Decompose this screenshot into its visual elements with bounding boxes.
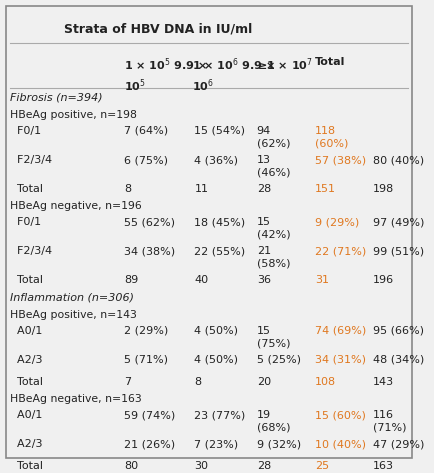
Text: 59 (74%): 59 (74%) <box>124 410 175 420</box>
Text: 25: 25 <box>315 461 329 471</box>
Text: Strata of HBV DNA in IU/ml: Strata of HBV DNA in IU/ml <box>64 22 252 35</box>
Text: F0/1: F0/1 <box>10 126 41 136</box>
Text: 99 (51%): 99 (51%) <box>373 246 424 256</box>
Text: Fibrosis (n=394): Fibrosis (n=394) <box>10 93 102 103</box>
Text: 116
(71%): 116 (71%) <box>373 410 407 432</box>
Text: 57 (38%): 57 (38%) <box>315 155 366 165</box>
Text: 9 (29%): 9 (29%) <box>315 217 359 228</box>
Text: 18 (45%): 18 (45%) <box>194 217 246 228</box>
Text: 15
(42%): 15 (42%) <box>257 217 290 240</box>
Text: 15
(75%): 15 (75%) <box>257 326 290 348</box>
Text: 20: 20 <box>257 377 271 387</box>
Text: 163: 163 <box>373 461 394 471</box>
Text: 28: 28 <box>257 184 271 194</box>
Text: 74 (69%): 74 (69%) <box>315 326 366 336</box>
Text: HBeAg positive, n=198: HBeAg positive, n=198 <box>10 110 137 120</box>
Text: 13
(46%): 13 (46%) <box>257 155 290 177</box>
Text: 1 × 10$^5$ 9.9 ×
10$^5$: 1 × 10$^5$ 9.9 × 10$^5$ <box>124 57 207 94</box>
Text: 95 (66%): 95 (66%) <box>373 326 424 336</box>
Text: 15 (60%): 15 (60%) <box>315 410 366 420</box>
Text: 143: 143 <box>373 377 394 387</box>
Text: 48 (34%): 48 (34%) <box>373 355 424 365</box>
Text: A0/1: A0/1 <box>10 326 42 336</box>
Text: 1 × 10$^6$ 9.9 ×
10$^6$: 1 × 10$^6$ 9.9 × 10$^6$ <box>192 57 276 94</box>
Text: 2 (29%): 2 (29%) <box>124 326 168 336</box>
Text: ≥1 × 10$^7$: ≥1 × 10$^7$ <box>257 57 312 73</box>
Text: Inflammation (n=306): Inflammation (n=306) <box>10 292 134 302</box>
Text: F2/3/4: F2/3/4 <box>10 155 52 165</box>
Text: 31: 31 <box>315 275 329 285</box>
Text: 30: 30 <box>194 461 208 471</box>
Text: 4 (50%): 4 (50%) <box>194 326 238 336</box>
Text: 23 (77%): 23 (77%) <box>194 410 246 420</box>
Text: F0/1: F0/1 <box>10 217 41 228</box>
Text: 28: 28 <box>257 461 271 471</box>
Text: A0/1: A0/1 <box>10 410 42 420</box>
Text: F2/3/4: F2/3/4 <box>10 246 52 256</box>
Text: 40: 40 <box>194 275 209 285</box>
Text: 9 (32%): 9 (32%) <box>257 439 301 449</box>
Text: 15 (54%): 15 (54%) <box>194 126 246 136</box>
Text: 80: 80 <box>124 461 138 471</box>
Text: Total: Total <box>10 184 43 194</box>
Text: 5 (71%): 5 (71%) <box>124 355 168 365</box>
Text: 34 (31%): 34 (31%) <box>315 355 366 365</box>
Text: 22 (71%): 22 (71%) <box>315 246 366 256</box>
Text: 4 (36%): 4 (36%) <box>194 155 238 165</box>
Text: 151: 151 <box>315 184 336 194</box>
Text: Total: Total <box>10 275 43 285</box>
Text: HBeAg negative, n=163: HBeAg negative, n=163 <box>10 394 141 404</box>
Text: Total: Total <box>10 461 43 471</box>
Text: A2/3: A2/3 <box>10 439 42 449</box>
Text: Total: Total <box>10 377 43 387</box>
Text: 97 (49%): 97 (49%) <box>373 217 424 228</box>
Text: 196: 196 <box>373 275 394 285</box>
Text: 19
(68%): 19 (68%) <box>257 410 290 432</box>
Text: 7: 7 <box>124 377 131 387</box>
Text: 11: 11 <box>194 184 208 194</box>
Text: 118
(60%): 118 (60%) <box>315 126 348 149</box>
Text: 4 (50%): 4 (50%) <box>194 355 238 365</box>
Text: 34 (38%): 34 (38%) <box>124 246 175 256</box>
Text: 10 (40%): 10 (40%) <box>315 439 366 449</box>
Text: 7 (23%): 7 (23%) <box>194 439 239 449</box>
Text: 5 (25%): 5 (25%) <box>257 355 301 365</box>
Text: 21 (26%): 21 (26%) <box>124 439 175 449</box>
Text: 7 (64%): 7 (64%) <box>124 126 168 136</box>
Text: 108: 108 <box>315 377 336 387</box>
Text: HBeAg positive, n=143: HBeAg positive, n=143 <box>10 309 137 320</box>
Text: 21
(58%): 21 (58%) <box>257 246 290 269</box>
Text: 198: 198 <box>373 184 394 194</box>
Text: 36: 36 <box>257 275 271 285</box>
Text: Total: Total <box>315 57 345 67</box>
Text: 6 (75%): 6 (75%) <box>124 155 168 165</box>
Text: 89: 89 <box>124 275 138 285</box>
Text: HBeAg negative, n=196: HBeAg negative, n=196 <box>10 201 141 211</box>
Text: 47 (29%): 47 (29%) <box>373 439 424 449</box>
Text: 8: 8 <box>124 184 131 194</box>
Text: 55 (62%): 55 (62%) <box>124 217 175 228</box>
Text: 94
(62%): 94 (62%) <box>257 126 290 149</box>
Text: 80 (40%): 80 (40%) <box>373 155 424 165</box>
Text: A2/3: A2/3 <box>10 355 42 365</box>
Text: 8: 8 <box>194 377 201 387</box>
Text: 22 (55%): 22 (55%) <box>194 246 246 256</box>
